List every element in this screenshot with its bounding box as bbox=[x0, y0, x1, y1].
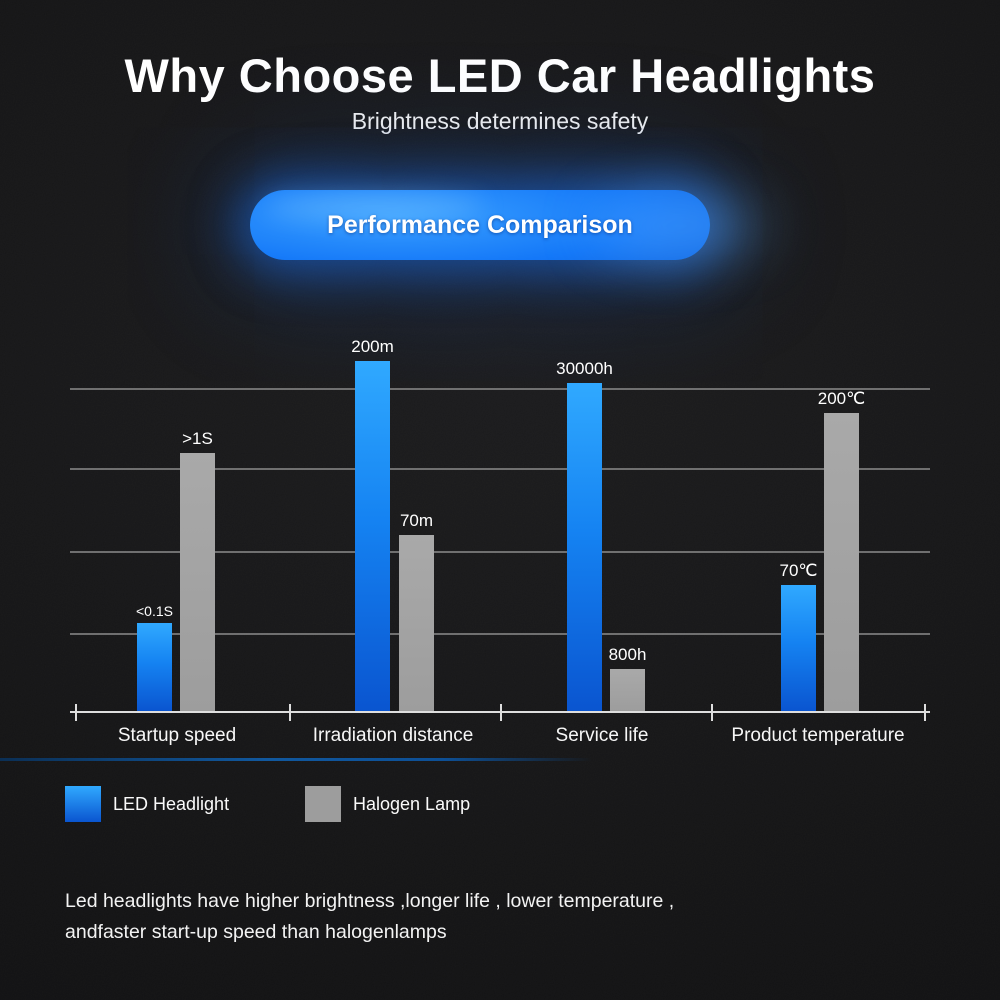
gridline bbox=[70, 388, 930, 390]
legend-item-halogen: Halogen Lamp bbox=[305, 785, 470, 823]
bar-value-label: 200℃ bbox=[817, 389, 866, 408]
bar-halogen-service-life: 800h bbox=[609, 645, 646, 711]
footer-line-2: andfaster start-up speed than halogenlam… bbox=[65, 921, 447, 943]
axis-tick bbox=[711, 704, 713, 721]
category-label-irradiation-distance: Irradiation distance bbox=[312, 725, 474, 746]
axis-tick bbox=[924, 704, 926, 721]
bar-led-irradiation-distance: 200m bbox=[351, 337, 394, 711]
category-label-service-life: Service life bbox=[555, 725, 649, 746]
bar-value-label: <0.1S bbox=[136, 603, 173, 619]
divider-line bbox=[0, 758, 592, 761]
bar-led-service-life: 30000h bbox=[556, 359, 613, 711]
footer-text: Led headlights have higher brightness ,l… bbox=[65, 886, 674, 948]
bar-value-label: 200m bbox=[351, 337, 394, 356]
gridline bbox=[70, 551, 930, 553]
axis-tick bbox=[75, 704, 77, 721]
legend-label-halogen: Halogen Lamp bbox=[353, 793, 471, 814]
legend-item-led: LED Headlight bbox=[65, 785, 229, 823]
category-label-startup-speed: Startup speed bbox=[117, 725, 237, 746]
bar-value-label: 70m bbox=[399, 511, 434, 530]
bar-value-label: 800h bbox=[608, 645, 647, 664]
gridline bbox=[70, 468, 930, 470]
gridline bbox=[70, 633, 930, 635]
bar-value-label: >1S bbox=[182, 429, 213, 448]
bar-value-label: 70℃ bbox=[779, 561, 818, 580]
bar-halogen-product-temperature: 200℃ bbox=[818, 389, 865, 711]
page-title: Why Choose LED Car Headlights bbox=[124, 49, 876, 102]
bar-led-startup-speed: <0.1S bbox=[136, 603, 173, 711]
bar-halogen-startup-speed: >1S bbox=[180, 429, 215, 711]
bar-value-label: 30000h bbox=[556, 359, 613, 378]
legend: LED Headlight Halogen Lamp bbox=[0, 785, 1000, 823]
axis-tick bbox=[500, 704, 502, 721]
performance-comparison-banner: Performance Comparison bbox=[250, 190, 710, 260]
bar-halogen-irradiation-distance: 70m bbox=[399, 511, 434, 711]
footer-line-1: Led headlights have higher brightness ,l… bbox=[65, 890, 675, 912]
legend-swatch-halogen bbox=[305, 786, 341, 822]
bar-led-product-temperature: 70℃ bbox=[779, 561, 818, 711]
category-label-product-temperature: Product temperature bbox=[731, 725, 905, 746]
legend-label-led: LED Headlight bbox=[113, 793, 230, 814]
banner-label: Performance Comparison bbox=[327, 210, 633, 239]
legend-swatch-led bbox=[65, 786, 101, 822]
comparison-bar-chart: <0.1S >1S 200m 70m 30000h 800h 70℃ 200℃ bbox=[70, 337, 930, 746]
page-subtitle: Brightness determines safety bbox=[351, 108, 649, 134]
axis-tick bbox=[289, 704, 291, 721]
